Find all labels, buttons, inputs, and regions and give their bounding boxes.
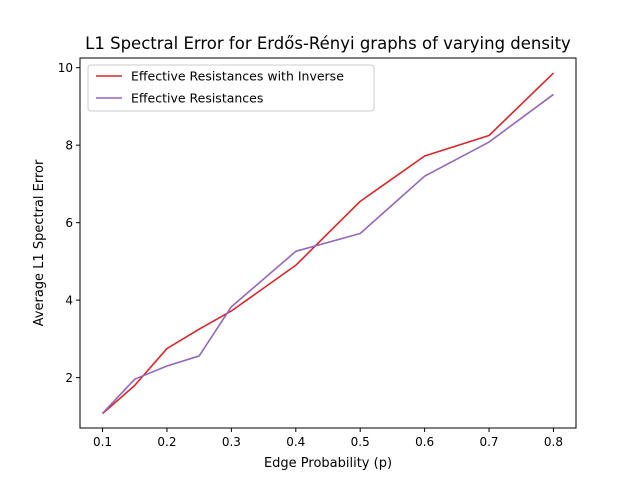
legend: Effective Resistances with Inverse Effect… bbox=[87, 64, 375, 112]
legend-box bbox=[87, 64, 375, 112]
y-tick-label: 6 bbox=[65, 216, 73, 230]
x-axis-label: Edge Probability (p) bbox=[264, 456, 392, 471]
legend-label: Effective Resistances with Inverse bbox=[131, 69, 344, 84]
y-axis-label: Average L1 Spectral Error bbox=[32, 159, 47, 326]
y-tick-label: 2 bbox=[65, 371, 73, 385]
series-line-1 bbox=[102, 72, 555, 415]
legend-label: Effective Resistances bbox=[131, 91, 263, 106]
chart-title: L1 Spectral Error for Erdős-Rényi graphs… bbox=[85, 34, 571, 53]
x-tick-label: 0.5 bbox=[351, 435, 370, 449]
x-tick-label: 0.7 bbox=[479, 435, 498, 449]
series-line-2 bbox=[101, 93, 554, 414]
y-tick-label: 8 bbox=[65, 139, 73, 153]
x-tick-label: 0.4 bbox=[286, 435, 305, 449]
x-tick-label: 0.2 bbox=[157, 435, 176, 449]
x-axis-ticks: 0.1 0.2 0.3 0.4 0.5 0.6 0.7 0.8 bbox=[93, 428, 563, 449]
y-axis-ticks: 2 4 6 8 10 bbox=[58, 61, 80, 385]
plot-frame bbox=[79, 57, 577, 429]
x-tick-label: 0.6 bbox=[415, 435, 434, 449]
x-tick-label: 0.8 bbox=[544, 435, 563, 449]
y-tick-label: 4 bbox=[65, 294, 73, 308]
series-lines bbox=[101, 72, 555, 415]
x-tick-label: 0.1 bbox=[93, 435, 112, 449]
y-tick-label: 10 bbox=[58, 61, 73, 75]
x-tick-label: 0.3 bbox=[222, 435, 241, 449]
